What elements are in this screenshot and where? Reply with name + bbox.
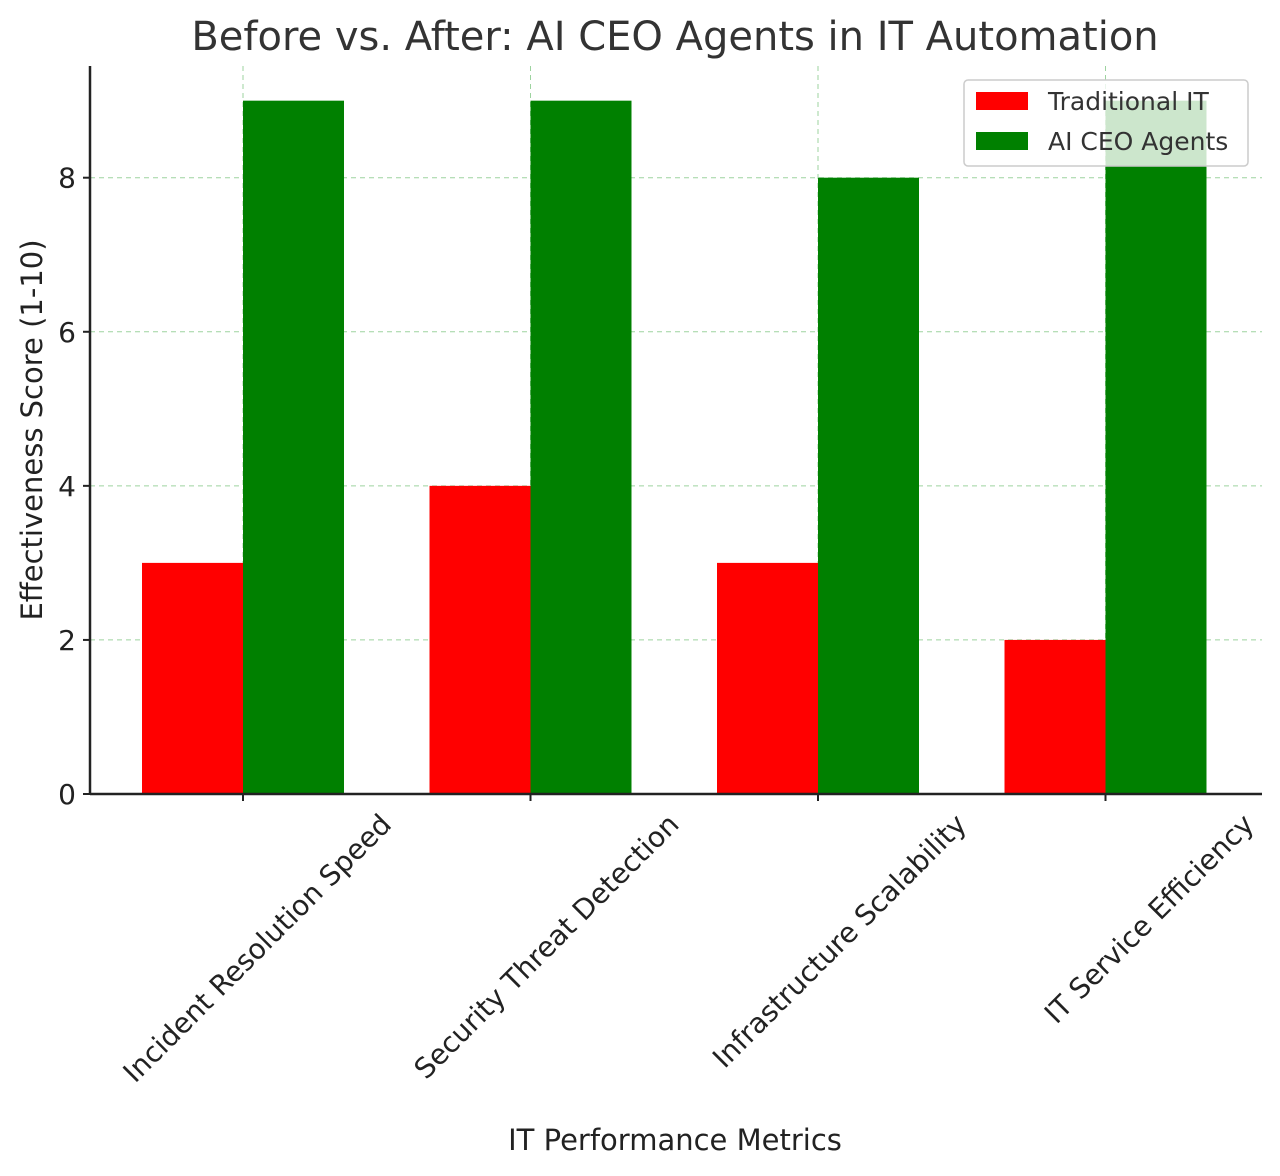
legend: Traditional IT AI CEO Agents	[963, 79, 1249, 167]
y-tick-label: 0	[58, 778, 76, 811]
legend-label: Traditional IT	[1047, 87, 1209, 116]
legend-label: AI CEO Agents	[1048, 127, 1228, 156]
x-tick-label: Infrastructure Scalability	[706, 808, 973, 1075]
y-ticks: 0 2 4 6 8	[58, 162, 90, 811]
y-axis-label: Effectiveness Score (1-10)	[15, 239, 49, 620]
bar-ai-ceo-agents	[1105, 100, 1207, 794]
legend-box	[963, 79, 1249, 167]
y-tick-label: 2	[58, 624, 76, 657]
x-tick-label: IT Service Efficiency	[1038, 808, 1260, 1030]
chart-title: Before vs. After: AI CEO Agents in IT Au…	[191, 14, 1158, 60]
x-ticks: Incident Resolution Speed Security Threat…	[117, 794, 1260, 1089]
legend-swatch	[976, 92, 1028, 110]
x-tick-label: Incident Resolution Speed	[117, 808, 398, 1089]
bar-traditional-it	[1004, 639, 1106, 794]
x-axis-label: IT Performance Metrics	[508, 1123, 842, 1157]
bar-traditional-it	[142, 562, 243, 794]
y-tick-label: 8	[58, 162, 76, 195]
bar-traditional-it	[429, 485, 531, 794]
y-tick-label: 4	[58, 470, 76, 503]
y-tick-label: 6	[58, 316, 76, 349]
x-tick-label: Security Threat Detection	[408, 808, 686, 1086]
axes-layer	[88, 66, 1262, 796]
bar-ai-ceo-agents	[243, 100, 344, 794]
bars-layer	[142, 100, 1207, 794]
bar-traditional-it	[717, 562, 818, 794]
legend-swatch	[976, 132, 1028, 150]
bar-ai-ceo-agents	[530, 100, 632, 794]
bar-ai-ceo-agents	[818, 177, 919, 794]
